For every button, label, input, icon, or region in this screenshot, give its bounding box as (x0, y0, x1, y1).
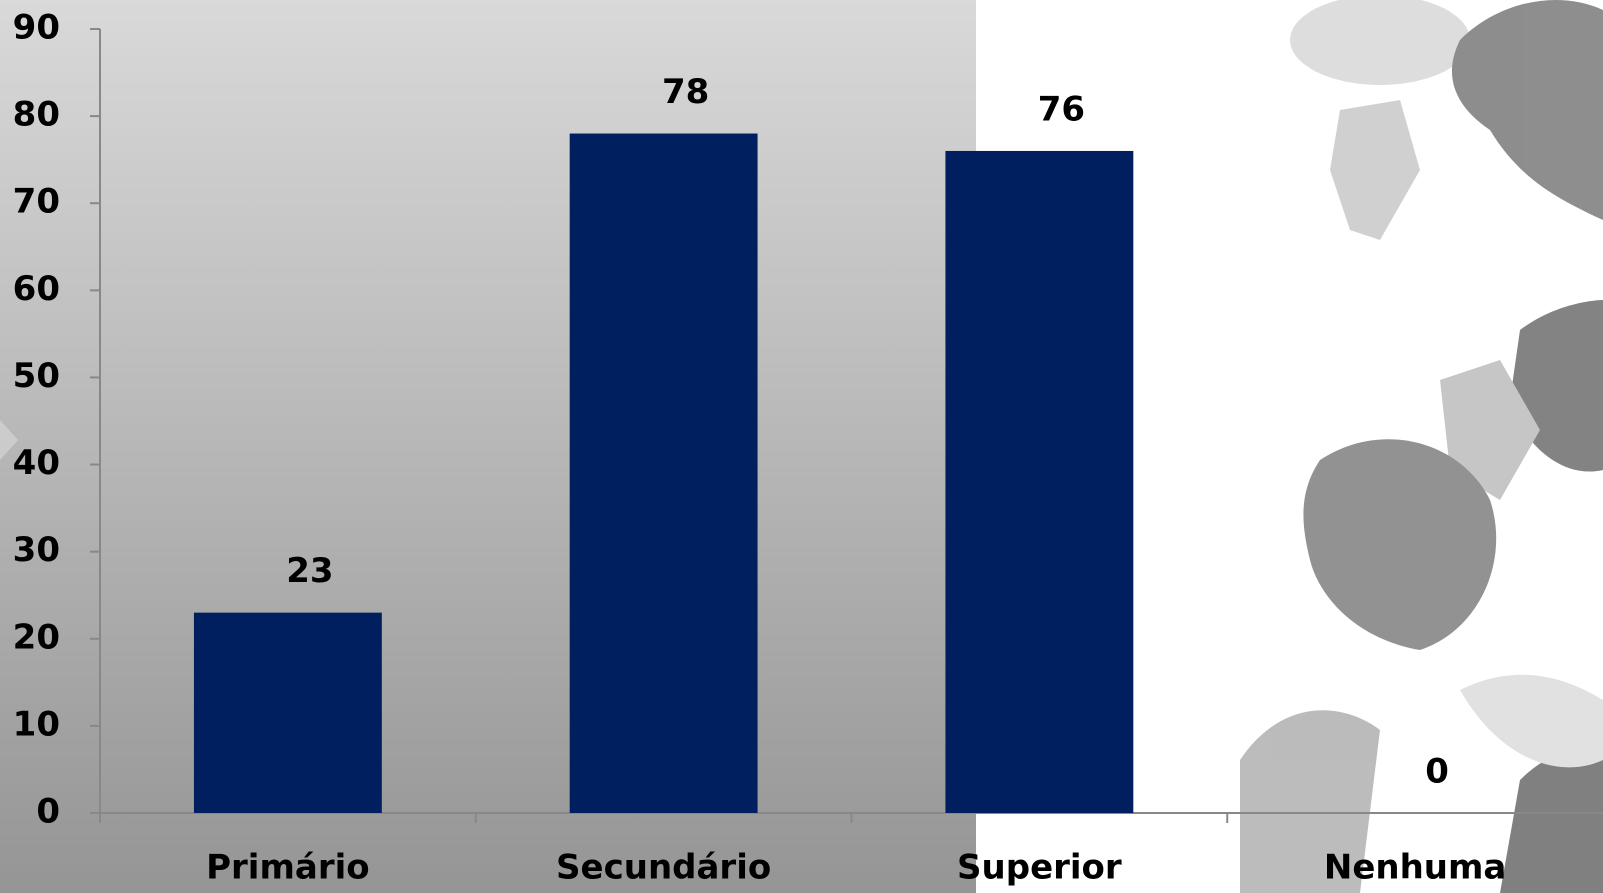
y-tick-label: 70 (13, 182, 60, 222)
value-label: 0 (1425, 752, 1449, 792)
y-tick-label: 20 (13, 617, 60, 657)
y-tick-label: 90 (13, 8, 60, 48)
bar (193, 612, 382, 813)
y-tick-label: 40 (13, 443, 60, 483)
x-tick-label: Nenhuma (1324, 848, 1507, 888)
y-tick-label: 0 (36, 792, 60, 832)
bar (945, 150, 1134, 813)
x-tick-label: Superior (957, 848, 1122, 888)
x-tick-label: Secundário (556, 848, 771, 888)
bar (569, 133, 758, 814)
value-label: 78 (662, 72, 709, 112)
y-tick-label: 50 (13, 356, 60, 396)
background-panel (0, 0, 976, 893)
y-tick-label: 60 (13, 269, 60, 309)
value-label: 76 (1038, 89, 1085, 129)
y-tick-label: 80 (13, 95, 60, 135)
value-label: 23 (286, 551, 333, 591)
y-tick-label: 30 (13, 530, 60, 570)
x-tick-label: Primário (206, 848, 370, 888)
y-tick-label: 10 (13, 704, 60, 744)
